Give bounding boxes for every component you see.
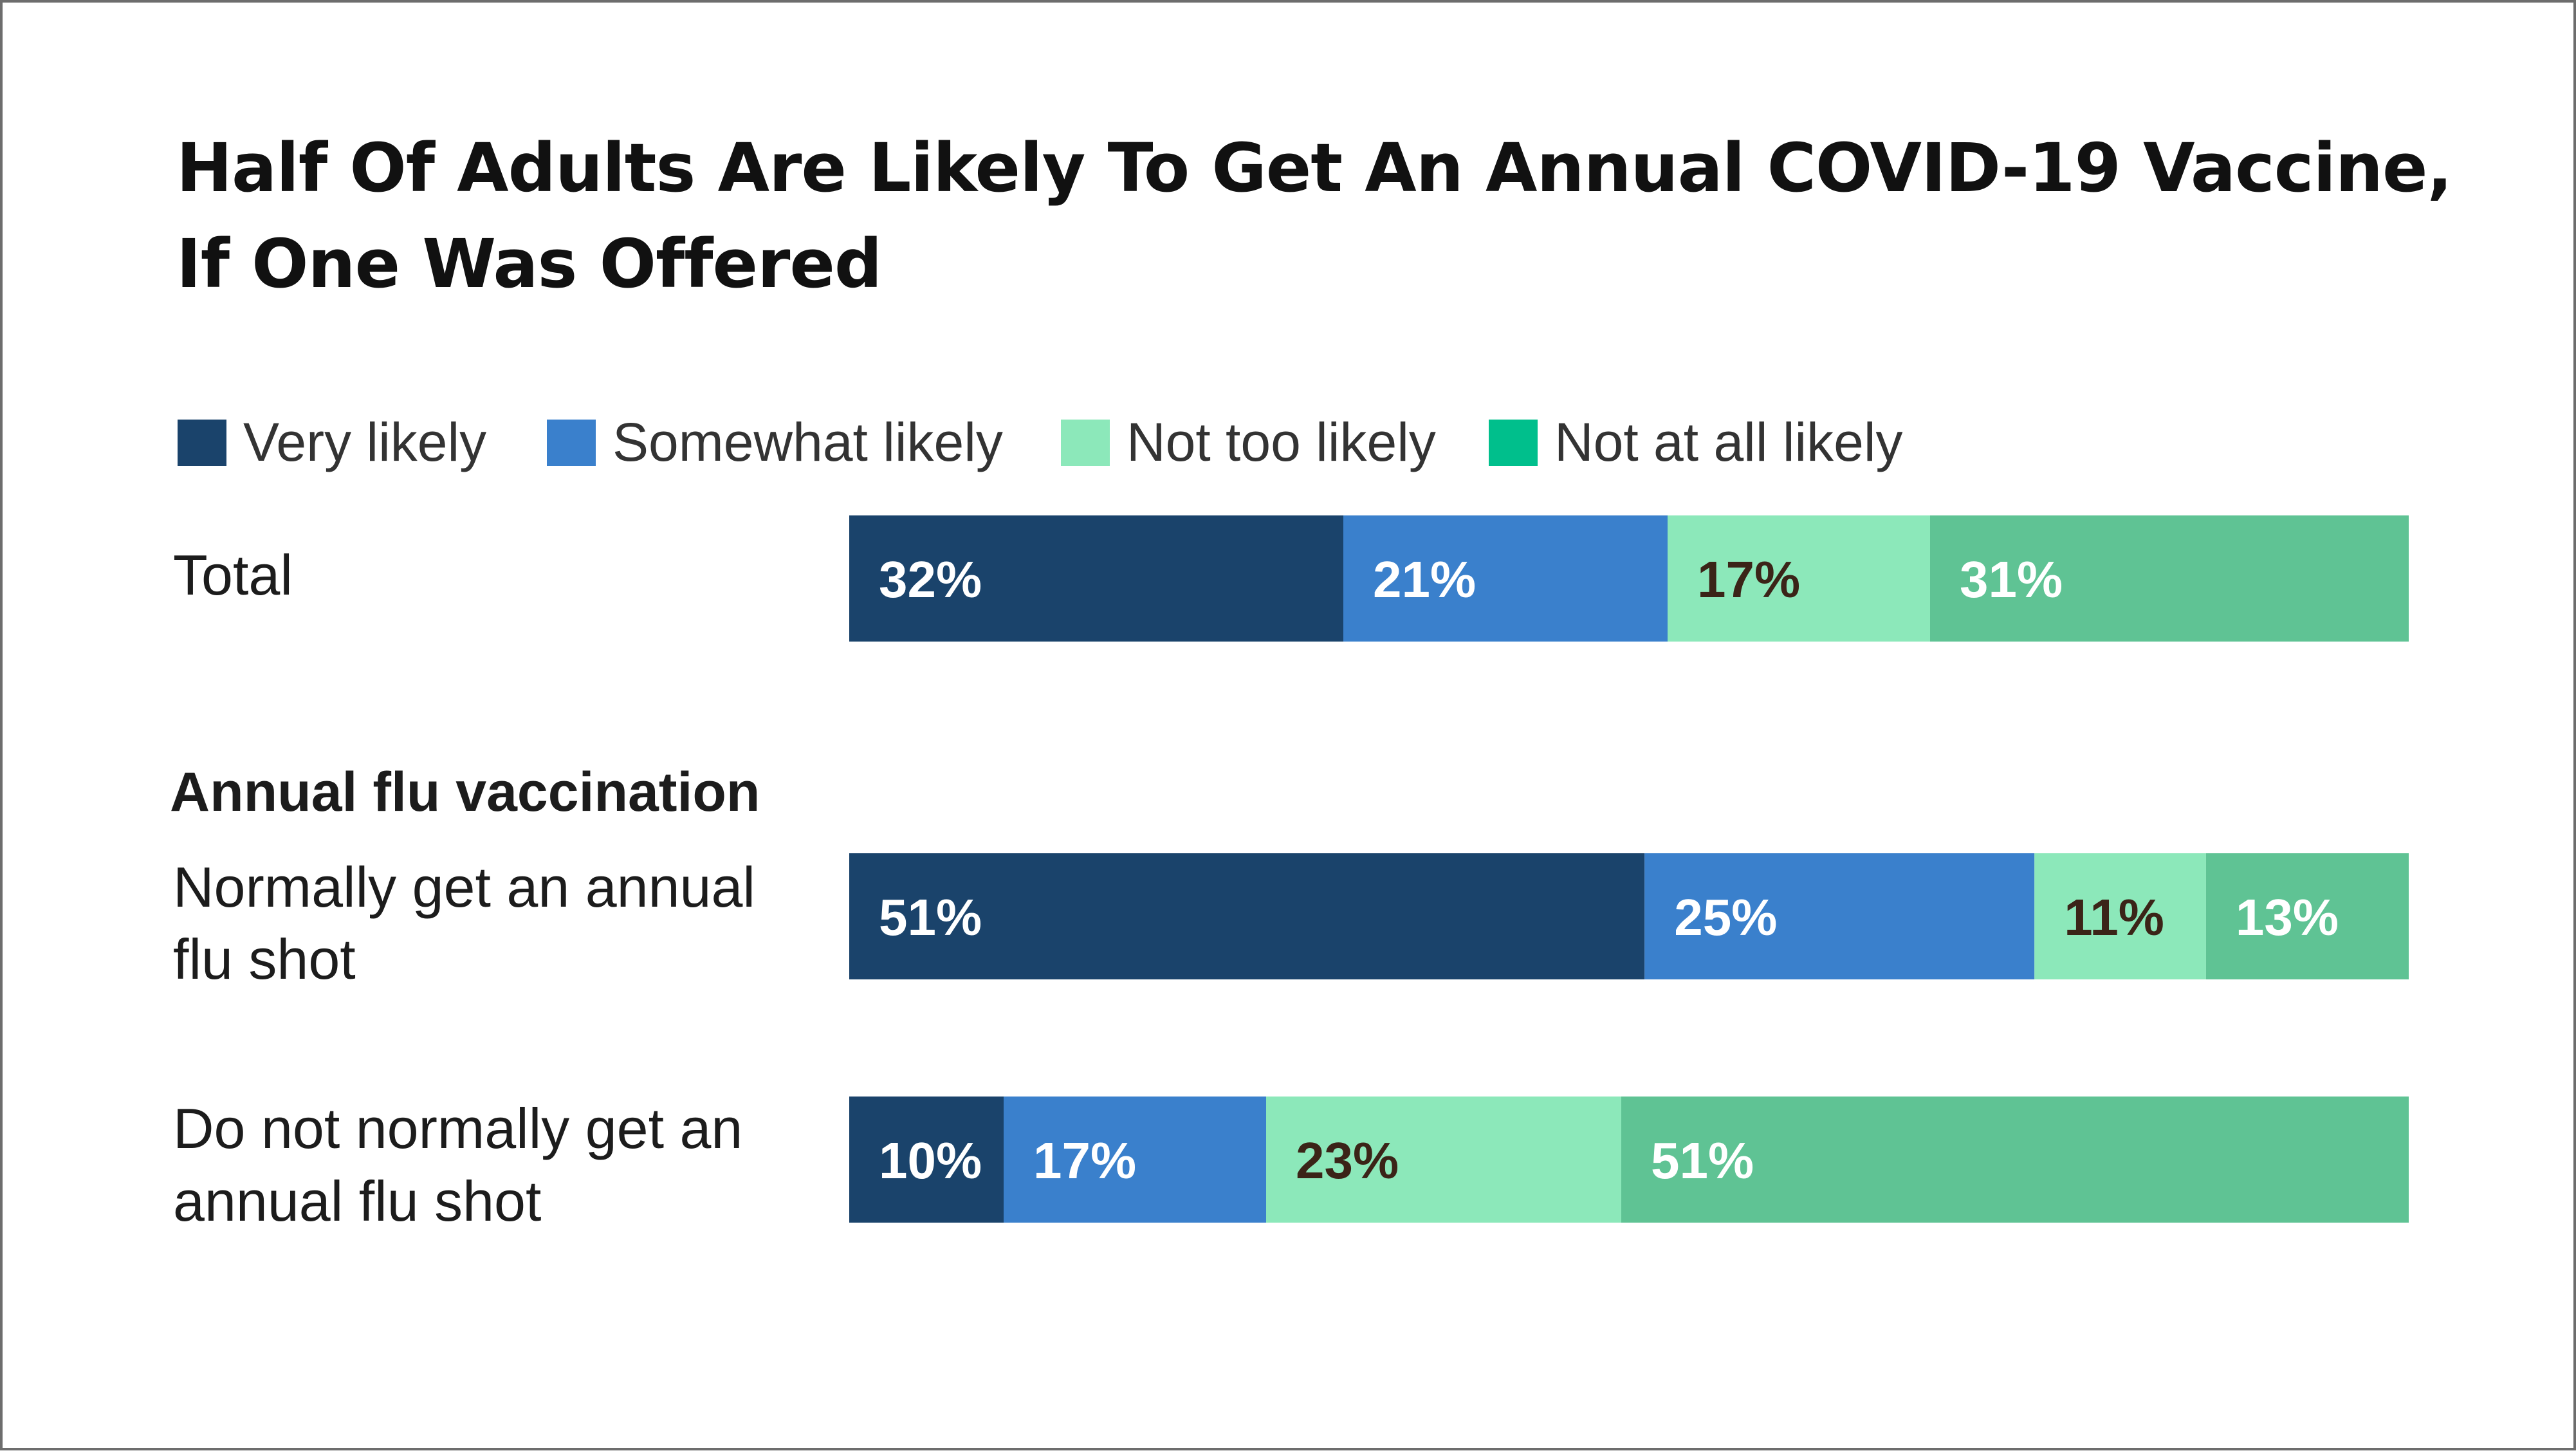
bar-segment-not-at-all-likely	[1930, 515, 2409, 642]
legend-label-not-too-likely: Not too likely	[1127, 412, 1436, 472]
bar-segment-not-at-all-likely	[2205, 853, 2409, 979]
legend-label-somewhat-likely: Somewhat likely	[612, 412, 1003, 472]
row-label-line: Total	[173, 543, 293, 607]
chart-title-line-1: Half Of Adults Are Likely To Get An Annu…	[176, 129, 2452, 207]
data-label-not-at-all-likely: 31%	[1960, 551, 2063, 608]
chart-title-line-2: If One Was Offered	[176, 225, 881, 303]
bar-segment-not-at-all-likely	[1621, 1097, 2409, 1223]
data-label-very-likely: 32%	[879, 551, 982, 608]
data-label-not-at-all-likely: 13%	[2236, 889, 2339, 946]
chart-svg: Half Of Adults Are Likely To Get An Annu…	[170, 129, 2452, 1233]
bar-row-do-not-normally-get-an-annual-flu-shot: Do not normally get an annual flu shot 10%…	[173, 1097, 2409, 1233]
bar-segment-not-too-likely	[2034, 853, 2206, 979]
data-label-not-at-all-likely: 51%	[1651, 1132, 1754, 1189]
data-label-not-too-likely: 17%	[1697, 551, 1800, 608]
bar-row-normally-get-an-annual-flu-shot: Normally get an annual flu shot 51% 25% 11% 1…	[173, 853, 2409, 991]
data-label-somewhat-likely: 25%	[1674, 889, 1777, 946]
legend-swatch-not-at-all-likely	[1489, 420, 1538, 466]
bar-segment-very-likely	[849, 1097, 1004, 1223]
bar-row-total: Total 32% 21% 17% 31%	[173, 515, 2409, 642]
bar-segment-not-too-likely	[1668, 515, 1930, 642]
bar-segment-very-likely	[849, 853, 1645, 979]
legend-swatch-somewhat-likely	[547, 420, 596, 466]
bar-segment-very-likely	[849, 515, 1343, 642]
data-label-somewhat-likely: 21%	[1373, 551, 1476, 608]
data-label-not-too-likely: 11%	[2064, 889, 2164, 946]
chart-title: Half Of Adults Are Likely To Get An Annu…	[176, 129, 2452, 303]
bar-rows: Total 32% 21% 17% 31% Normally get an annual f…	[173, 515, 2409, 1233]
data-label-not-too-likely: 23%	[1296, 1132, 1399, 1189]
legend-label-very-likely: Very likely	[243, 412, 486, 472]
legend-swatch-not-too-likely	[1061, 420, 1110, 466]
bar-segment-somewhat-likely	[1644, 853, 2035, 979]
data-label-very-likely: 51%	[879, 889, 982, 946]
bar-segment-not-too-likely	[1266, 1097, 1621, 1223]
row-label-line: annual flu shot	[173, 1169, 541, 1233]
data-label-very-likely: 10%	[879, 1132, 982, 1189]
row-label-line: Normally get an annual	[173, 855, 755, 919]
row-label-line: Do not normally get an	[173, 1097, 742, 1160]
legend-label-not-at-all-likely: Not at all likely	[1554, 412, 1903, 472]
legend-swatch-very-likely	[178, 420, 226, 466]
legend: Very likely Somewhat likely Not too likely…	[178, 412, 1903, 472]
row-label-line: flu shot	[173, 927, 356, 991]
bar-segment-somewhat-likely	[1004, 1097, 1266, 1223]
bar-segment-somewhat-likely	[1343, 515, 1668, 642]
group-label-annual-flu-vaccination: Annual flu vaccination	[170, 761, 760, 823]
data-label-somewhat-likely: 17%	[1033, 1132, 1136, 1189]
